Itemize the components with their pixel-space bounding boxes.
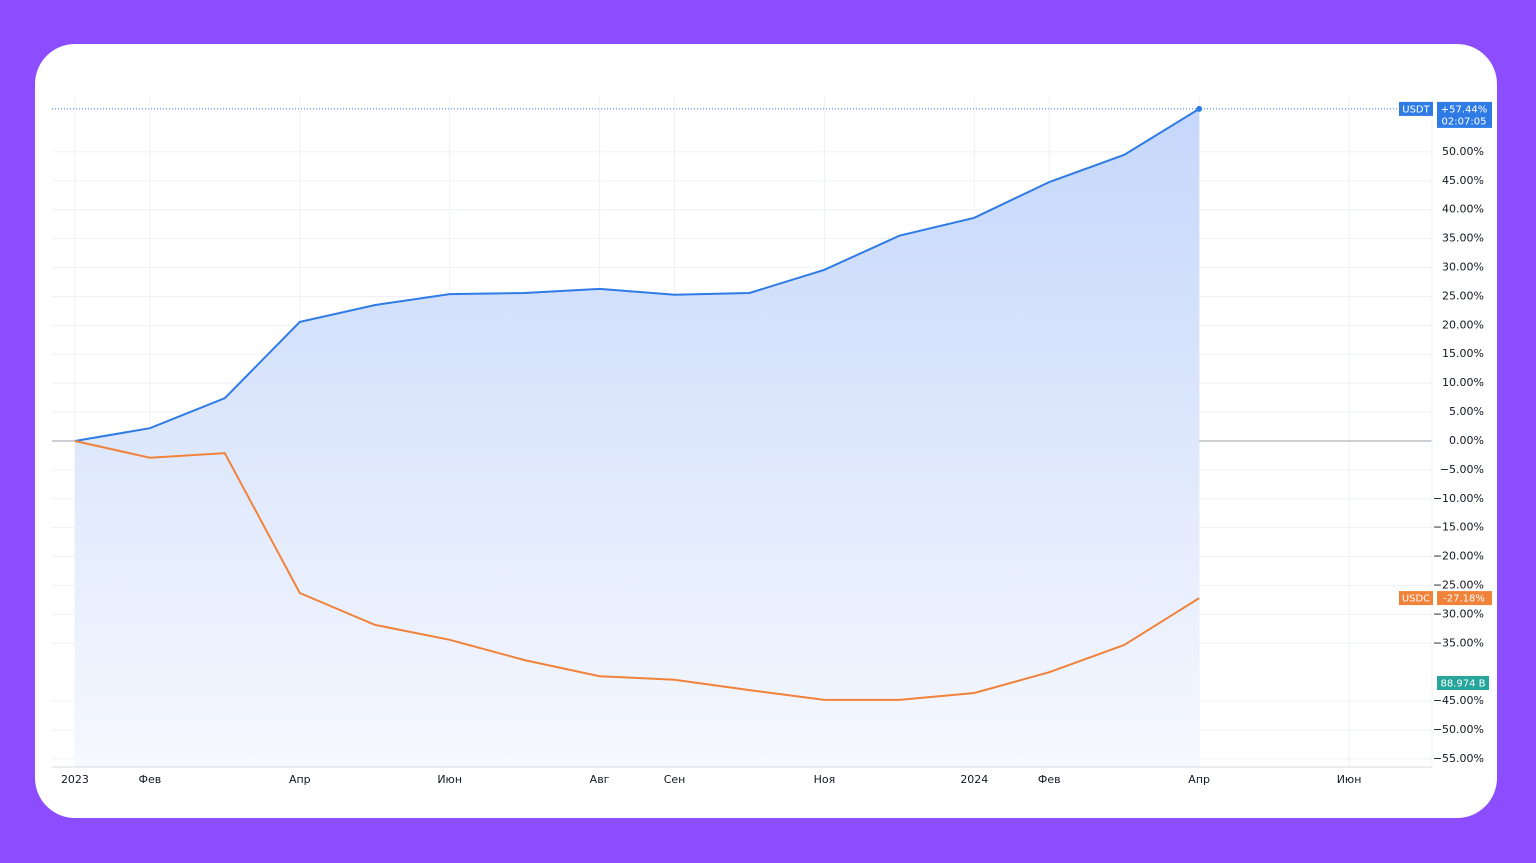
y-tick-label: −45.00% [1433, 694, 1484, 707]
volume-label: 88.974 B [1440, 679, 1485, 690]
y-tick-label: −25.00% [1433, 578, 1484, 591]
y-tick-label: 50.00% [1442, 145, 1484, 158]
y-tick-label: −15.00% [1433, 521, 1484, 534]
plot [52, 105, 1432, 767]
last-point [1196, 105, 1203, 112]
y-tick-label: 40.00% [1442, 203, 1484, 216]
x-tick-label: Апр [289, 773, 311, 786]
x-tick-label: Апр [1188, 773, 1210, 786]
value-label: -27.18% [1443, 594, 1485, 605]
y-tick-label: 5.00% [1449, 405, 1484, 418]
x-tick-label: Авг [590, 773, 610, 786]
y-tick-label: −55.00% [1433, 752, 1484, 765]
y-tick-label: −5.00% [1440, 463, 1484, 476]
y-tick-label: 45.00% [1442, 174, 1484, 187]
x-tick-label: Ноя [814, 773, 836, 786]
countdown: 02:07:05 [1442, 116, 1487, 127]
y-tick-label: 25.00% [1442, 289, 1484, 302]
legend-label: USDT [1402, 104, 1430, 115]
y-tick-label: −20.00% [1433, 550, 1484, 563]
volume-tag [1437, 676, 1489, 690]
y-tick-label: 0.00% [1449, 434, 1484, 447]
axes: −55.00% −50.00% −45.00% −35.00% −30.00% −25.0… [52, 97, 1492, 786]
value-tag [1437, 101, 1492, 128]
series-tag [1399, 591, 1433, 606]
y-tick-label: 20.00% [1442, 318, 1484, 331]
y-tick-label: −35.00% [1433, 636, 1484, 649]
x-tick-label: Июн [1337, 773, 1362, 786]
series-tag [1399, 101, 1433, 116]
line [74, 108, 1200, 442]
y-tick-label: −30.00% [1433, 607, 1484, 620]
value-label: +57.44% [1441, 104, 1488, 115]
legend-label: USDC [1402, 594, 1430, 605]
y-tick-label: 10.00% [1442, 376, 1484, 389]
y-tick-label: −10.00% [1433, 492, 1484, 505]
y-tick-label: 35.00% [1442, 232, 1484, 245]
y-tick-label: 15.00% [1442, 347, 1484, 360]
x-tick-label: Фев [1038, 773, 1061, 786]
x-tick-label: 2024 [960, 773, 988, 786]
x-tick-label: Июн [437, 773, 462, 786]
y-tick-label: −50.00% [1433, 723, 1484, 736]
value-tag [1437, 591, 1492, 606]
x-tick-label: Фев [139, 773, 162, 786]
x-tick-label: Сен [664, 773, 686, 786]
y-tick-label: 30.00% [1442, 261, 1484, 274]
x-tick-label: 2023 [61, 773, 89, 786]
area [74, 108, 1200, 767]
line [74, 440, 1200, 701]
